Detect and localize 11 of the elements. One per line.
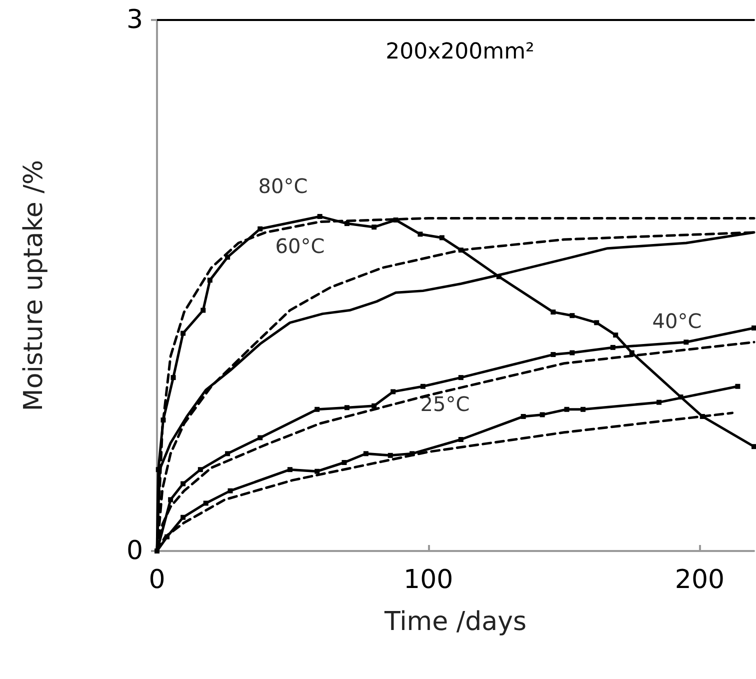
x-tick-label: 0 bbox=[148, 565, 166, 595]
y-axis-title: Moisture uptake /% bbox=[19, 160, 49, 412]
x-tick-label: 200 bbox=[674, 565, 725, 595]
y-tick-label: 3 bbox=[126, 5, 143, 35]
annotation: 60°C bbox=[275, 234, 325, 258]
annotation: 80°C bbox=[258, 174, 308, 198]
x-tick-label: 100 bbox=[404, 565, 454, 595]
text: 200x200mm² bbox=[386, 40, 534, 64]
x-axis-title: Time /days bbox=[383, 607, 527, 637]
annotation: 25°C bbox=[420, 392, 470, 416]
annotation: 40°C bbox=[652, 309, 702, 333]
